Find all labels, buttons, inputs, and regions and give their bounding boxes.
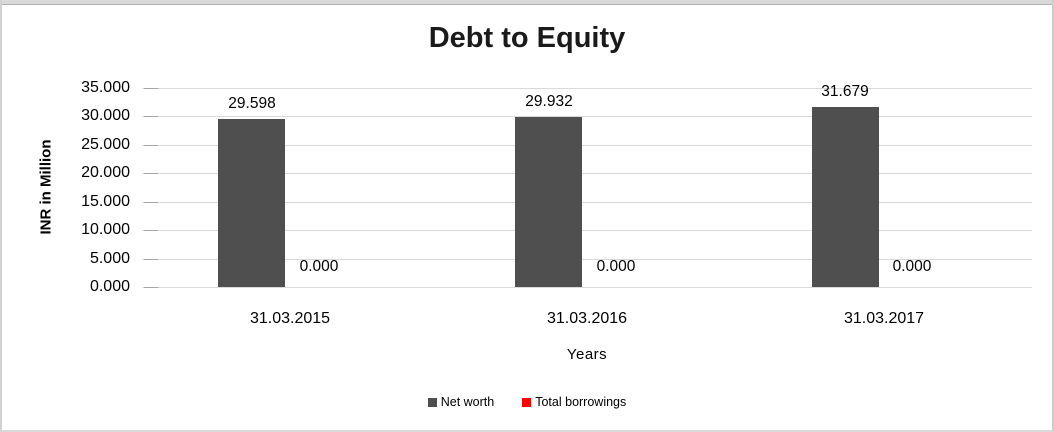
y-axis-tick <box>144 259 158 260</box>
zero-value-label: 0.000 <box>596 258 636 275</box>
legend-label-total-borrowings: Total borrowings <box>535 395 627 409</box>
bar-net-worth <box>812 107 879 287</box>
legend-item-total-borrowings: Total borrowings <box>522 395 626 409</box>
x-category-label: 31.03.2016 <box>546 310 628 327</box>
y-tick-label: 10.000 <box>81 221 130 238</box>
gridline <box>142 259 1032 260</box>
zero-value-label: 0.000 <box>892 258 932 275</box>
y-tick-label: 30.000 <box>81 107 130 124</box>
y-tick-label: 25.000 <box>81 136 130 153</box>
top-border <box>2 0 1052 4</box>
x-axis-title: Years <box>566 346 608 363</box>
bar-net-worth <box>515 117 582 287</box>
gridline <box>142 202 1032 203</box>
y-axis-tick <box>144 116 158 117</box>
y-axis-tick <box>144 230 158 231</box>
top-border-line <box>2 4 1052 5</box>
x-category-label: 31.03.2017 <box>843 310 925 327</box>
bar-net-worth <box>218 119 285 287</box>
zero-value-label: 0.000 <box>299 258 339 275</box>
gridline <box>142 116 1032 117</box>
y-tick-label: 35.000 <box>81 79 130 96</box>
y-axis-tick <box>144 287 158 288</box>
y-tick-label: 0.000 <box>89 278 130 295</box>
legend-item-net-worth: Net worth <box>427 395 495 409</box>
gridline <box>142 230 1032 231</box>
chart-title: Debt to Equity <box>428 22 626 54</box>
y-axis-tick <box>144 145 158 146</box>
legend: Net worth Total borrowings <box>2 395 1052 409</box>
net-worth-marker-icon <box>427 397 437 407</box>
gridline <box>142 88 1032 89</box>
legend-label-net-worth: Net worth <box>440 395 495 409</box>
gridline <box>142 287 1032 288</box>
y-tick-label: 20.000 <box>81 164 130 181</box>
gridline <box>142 173 1032 174</box>
y-tick-label: 5.000 <box>89 250 130 267</box>
bar-value-label: 31.679 <box>821 83 869 100</box>
y-tick-label: 15.000 <box>81 193 130 210</box>
y-axis-tick <box>144 88 158 89</box>
y-axis-tick <box>144 173 158 174</box>
y-axis-tick <box>144 202 158 203</box>
x-category-label: 31.03.2015 <box>249 310 331 327</box>
gridline <box>142 145 1032 146</box>
total-borrowings-marker-icon <box>522 397 532 407</box>
bar-value-label: 29.932 <box>525 93 573 110</box>
bar-value-label: 29.598 <box>228 95 276 112</box>
